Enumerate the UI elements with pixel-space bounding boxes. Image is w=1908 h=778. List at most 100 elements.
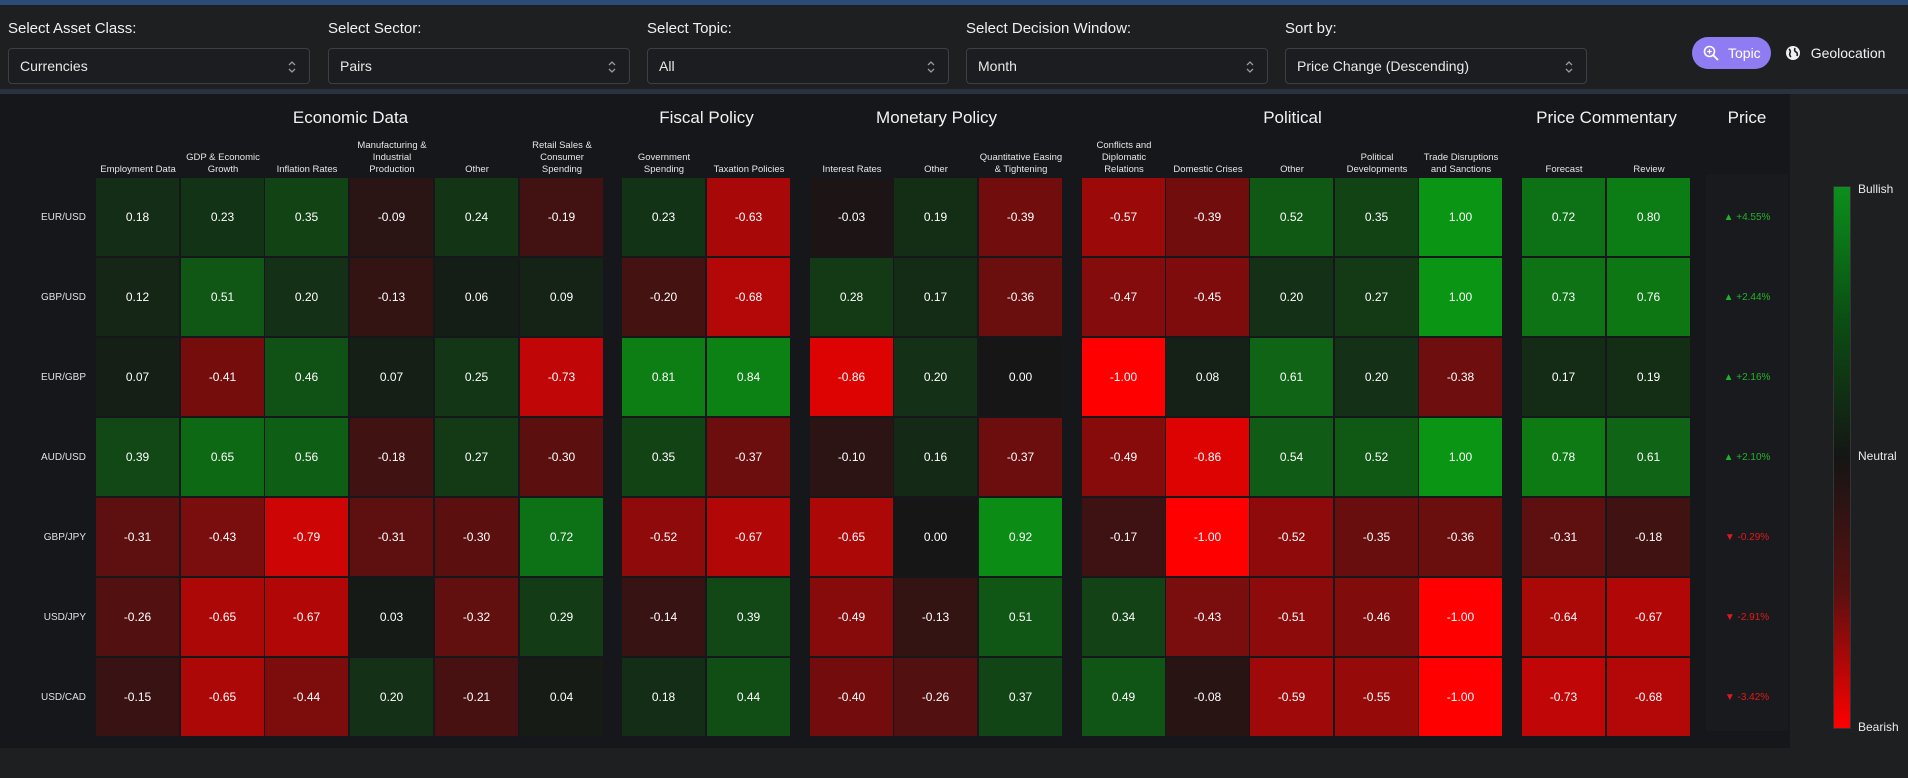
heatmap-cell[interactable]: 0.16 (894, 418, 977, 496)
heatmap-cell[interactable]: 0.35 (265, 178, 348, 256)
topic-view-button[interactable]: Topic (1692, 37, 1771, 69)
heatmap-cell[interactable]: -0.08 (1166, 658, 1249, 736)
heatmap-cell[interactable]: 0.17 (894, 258, 977, 336)
heatmap-cell[interactable]: 0.23 (622, 178, 705, 256)
heatmap-cell[interactable]: -0.39 (979, 178, 1062, 256)
heatmap-cell[interactable]: -0.31 (1522, 498, 1605, 576)
heatmap-cell[interactable]: 0.61 (1250, 338, 1333, 416)
heatmap-cell[interactable]: -0.17 (1082, 498, 1165, 576)
heatmap-cell[interactable]: 0.56 (265, 418, 348, 496)
heatmap-cell[interactable]: -0.86 (810, 338, 893, 416)
heatmap-cell[interactable]: 0.20 (265, 258, 348, 336)
heatmap-cell[interactable]: -0.55 (1335, 658, 1418, 736)
heatmap-cell[interactable]: -0.64 (1522, 578, 1605, 656)
heatmap-cell[interactable]: -0.21 (435, 658, 518, 736)
heatmap-cell[interactable]: 0.80 (1607, 178, 1690, 256)
heatmap-cell[interactable]: 0.51 (979, 578, 1062, 656)
heatmap-cell[interactable]: 0.35 (622, 418, 705, 496)
heatmap-cell[interactable]: 0.52 (1250, 178, 1333, 256)
heatmap-cell[interactable]: 0.72 (520, 498, 603, 576)
heatmap-cell[interactable]: -0.51 (1250, 578, 1333, 656)
heatmap-cell[interactable]: 0.84 (707, 338, 790, 416)
heatmap-cell[interactable]: -0.86 (1166, 418, 1249, 496)
heatmap-cell[interactable]: -0.65 (810, 498, 893, 576)
heatmap-cell[interactable]: -0.13 (350, 258, 433, 336)
heatmap-cell[interactable]: 0.28 (810, 258, 893, 336)
heatmap-cell[interactable]: 0.20 (1335, 338, 1418, 416)
heatmap-cell[interactable]: 0.46 (265, 338, 348, 416)
heatmap-cell[interactable]: 0.51 (181, 258, 264, 336)
heatmap-cell[interactable]: -0.19 (520, 178, 603, 256)
heatmap-cell[interactable]: 0.44 (707, 658, 790, 736)
heatmap-cell[interactable]: 0.73 (1522, 258, 1605, 336)
heatmap-cell[interactable]: -0.65 (181, 658, 264, 736)
heatmap-cell[interactable]: -0.63 (707, 178, 790, 256)
heatmap-cell[interactable]: -0.10 (810, 418, 893, 496)
heatmap-cell[interactable]: -0.67 (265, 578, 348, 656)
heatmap-cell[interactable]: 0.03 (350, 578, 433, 656)
heatmap-cell[interactable]: 0.09 (520, 258, 603, 336)
heatmap-cell[interactable]: -0.65 (181, 578, 264, 656)
heatmap-cell[interactable]: -0.44 (265, 658, 348, 736)
heatmap-cell[interactable]: -0.68 (1607, 658, 1690, 736)
heatmap-cell[interactable]: 0.61 (1607, 418, 1690, 496)
heatmap-cell[interactable]: 0.18 (96, 178, 179, 256)
heatmap-cell[interactable]: 0.20 (1250, 258, 1333, 336)
heatmap-cell[interactable]: 0.29 (520, 578, 603, 656)
heatmap-cell[interactable]: -1.00 (1419, 658, 1502, 736)
heatmap-cell[interactable]: -0.26 (894, 658, 977, 736)
heatmap-cell[interactable]: 0.06 (435, 258, 518, 336)
heatmap-cell[interactable]: -0.49 (810, 578, 893, 656)
heatmap-cell[interactable]: 0.49 (1082, 658, 1165, 736)
heatmap-cell[interactable]: 0.25 (435, 338, 518, 416)
heatmap-cell[interactable]: -0.37 (979, 418, 1062, 496)
heatmap-cell[interactable]: -0.14 (622, 578, 705, 656)
heatmap-cell[interactable]: -0.31 (96, 498, 179, 576)
heatmap-cell[interactable]: -0.36 (979, 258, 1062, 336)
heatmap-cell[interactable]: 0.00 (979, 338, 1062, 416)
heatmap-cell[interactable]: 0.54 (1250, 418, 1333, 496)
heatmap-cell[interactable]: 0.27 (435, 418, 518, 496)
heatmap-cell[interactable]: 0.34 (1082, 578, 1165, 656)
heatmap-cell[interactable]: 0.23 (181, 178, 264, 256)
heatmap-cell[interactable]: 1.00 (1419, 178, 1502, 256)
heatmap-cell[interactable]: -0.67 (707, 498, 790, 576)
heatmap-cell[interactable]: -0.39 (1166, 178, 1249, 256)
heatmap-cell[interactable]: -0.35 (1335, 498, 1418, 576)
heatmap-cell[interactable]: -0.68 (707, 258, 790, 336)
heatmap-cell[interactable]: 0.27 (1335, 258, 1418, 336)
heatmap-cell[interactable]: -0.03 (810, 178, 893, 256)
heatmap-cell[interactable]: -0.37 (707, 418, 790, 496)
heatmap-cell[interactable]: 0.52 (1335, 418, 1418, 496)
heatmap-cell[interactable]: 0.81 (622, 338, 705, 416)
heatmap-cell[interactable]: 0.00 (894, 498, 977, 576)
topic-select[interactable]: All (647, 48, 949, 84)
heatmap-cell[interactable]: -1.00 (1082, 338, 1165, 416)
heatmap-cell[interactable]: -0.20 (622, 258, 705, 336)
heatmap-cell[interactable]: 0.07 (96, 338, 179, 416)
heatmap-cell[interactable]: -0.32 (435, 578, 518, 656)
heatmap-cell[interactable]: -0.18 (1607, 498, 1690, 576)
heatmap-cell[interactable]: -0.36 (1419, 498, 1502, 576)
heatmap-cell[interactable]: 0.72 (1522, 178, 1605, 256)
heatmap-cell[interactable]: -0.31 (350, 498, 433, 576)
heatmap-cell[interactable]: -1.00 (1419, 578, 1502, 656)
decision-window-select[interactable]: Month (966, 48, 1268, 84)
heatmap-cell[interactable]: -0.38 (1419, 338, 1502, 416)
heatmap-cell[interactable]: -0.79 (265, 498, 348, 576)
heatmap-cell[interactable]: -0.40 (810, 658, 893, 736)
heatmap-cell[interactable]: -0.73 (1522, 658, 1605, 736)
heatmap-cell[interactable]: -1.00 (1166, 498, 1249, 576)
heatmap-cell[interactable]: 0.76 (1607, 258, 1690, 336)
heatmap-cell[interactable]: 0.08 (1166, 338, 1249, 416)
heatmap-cell[interactable]: -0.30 (435, 498, 518, 576)
heatmap-cell[interactable]: -0.43 (1166, 578, 1249, 656)
heatmap-cell[interactable]: 0.17 (1522, 338, 1605, 416)
heatmap-cell[interactable]: 1.00 (1419, 418, 1502, 496)
heatmap-cell[interactable]: 0.37 (979, 658, 1062, 736)
heatmap-cell[interactable]: 0.65 (181, 418, 264, 496)
heatmap-cell[interactable]: -0.09 (350, 178, 433, 256)
heatmap-cell[interactable]: 0.07 (350, 338, 433, 416)
heatmap-cell[interactable]: 0.39 (96, 418, 179, 496)
heatmap-cell[interactable]: -0.45 (1166, 258, 1249, 336)
